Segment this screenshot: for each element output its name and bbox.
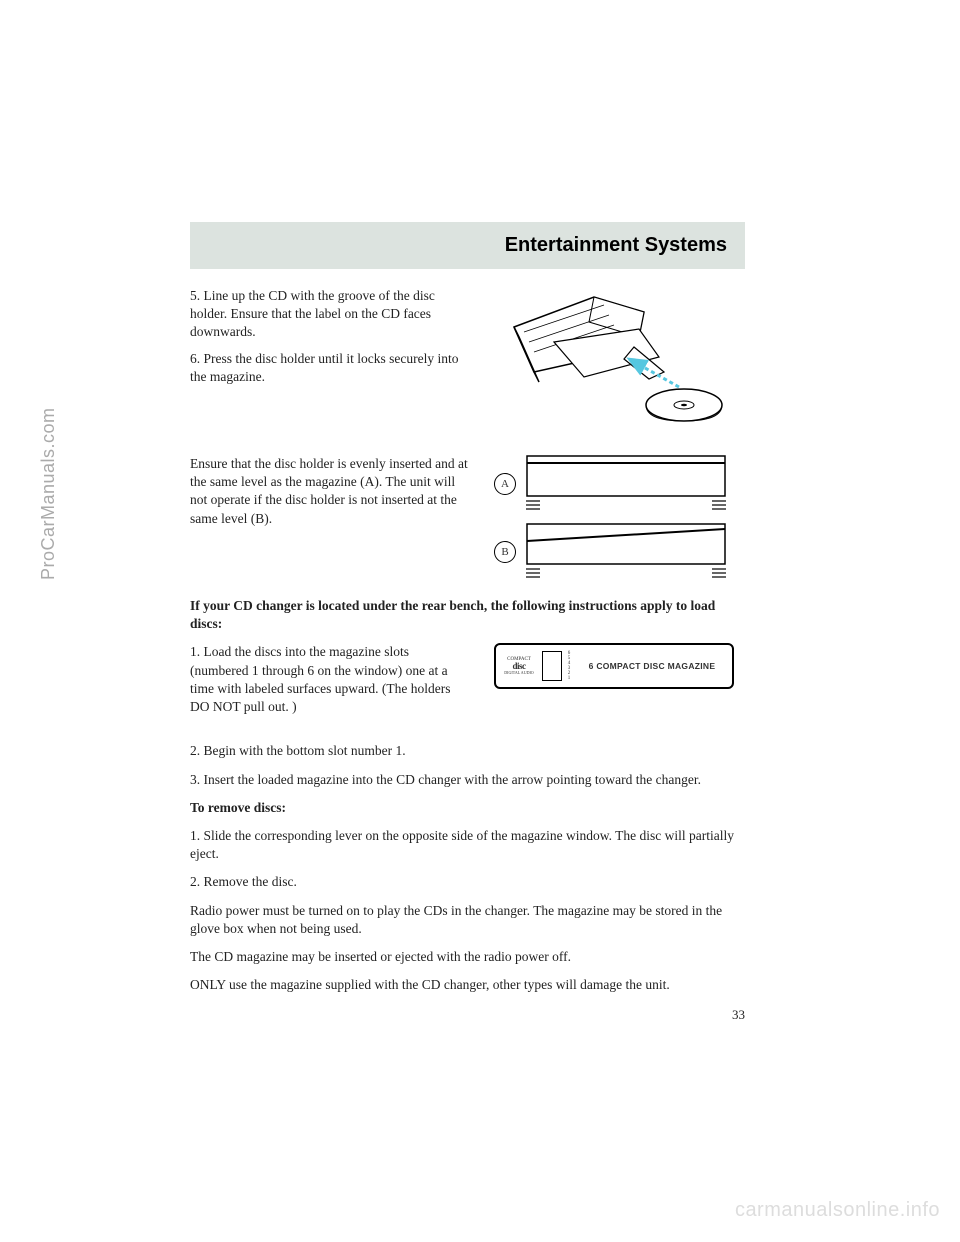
load-step-2: 2. Begin with the bottom slot number 1. <box>190 742 745 760</box>
section-magazine: 1. Load the discs into the magazine slot… <box>190 643 745 724</box>
radio-power-note: Radio power must be turned on to play th… <box>190 902 745 938</box>
text-block: Ensure that the disc holder is evenly in… <box>190 455 470 579</box>
section-level: Ensure that the disc holder is evenly in… <box>190 455 745 579</box>
label-B: B <box>494 541 516 563</box>
magazine-title: 6 COMPACT DISC MAGAZINE <box>576 661 728 671</box>
slot-A-svg <box>526 455 726 511</box>
section-cd-load: 5. Line up the CD with the groove of the… <box>190 287 745 437</box>
label-A: A <box>494 473 516 495</box>
watermark: carmanualsonline.info <box>735 1199 940 1222</box>
load-step-1: 1. Load the discs into the magazine slot… <box>190 643 470 716</box>
page-content: Entertainment Systems 5. Line up the CD … <box>190 222 745 1023</box>
only-use-note: ONLY use the magazine supplied with the … <box>190 976 745 994</box>
level-diagrams: A B <box>494 455 745 579</box>
remove-step-1: 1. Slide the corresponding lever on the … <box>190 827 745 863</box>
compact-disc-logo: COMPACT disc DIGITAL AUDIO <box>500 657 538 676</box>
load-step-3: 3. Insert the loaded magazine into the C… <box>190 771 745 789</box>
logo-bottom: DIGITAL AUDIO <box>504 670 533 675</box>
rear-bench-heading: If your CD changer is located under the … <box>190 597 745 633</box>
magazine-window <box>542 651 562 681</box>
cd-holder-diagram <box>494 287 745 437</box>
step-6: 6. Press the disc holder until it locks … <box>190 350 470 386</box>
page-number: 33 <box>190 1007 745 1023</box>
diagram-B: B <box>494 523 745 579</box>
sidebar-brand: ProCarManuals.com <box>38 407 59 580</box>
text-block: 1. Load the discs into the magazine slot… <box>190 643 470 724</box>
remove-step-2: 2. Remove the disc. <box>190 873 745 891</box>
eject-note: The CD magazine may be inserted or eject… <box>190 948 745 966</box>
text-block: 5. Line up the CD with the groove of the… <box>190 287 470 437</box>
level-text: Ensure that the disc holder is evenly in… <box>190 455 470 528</box>
step-5: 5. Line up the CD with the groove of the… <box>190 287 470 342</box>
remove-heading: To remove discs: <box>190 799 745 817</box>
slot-B-svg <box>526 523 726 579</box>
cd-holder-svg <box>494 287 724 437</box>
magazine-box: COMPACT disc DIGITAL AUDIO 1 2 3 4 5 6 6… <box>494 643 734 689</box>
magazine-diagram: COMPACT disc DIGITAL AUDIO 1 2 3 4 5 6 6… <box>494 643 745 724</box>
diagram-A: A <box>494 455 745 511</box>
section-header: Entertainment Systems <box>190 222 745 269</box>
header-title: Entertainment Systems <box>505 234 727 256</box>
magazine-numbers: 1 2 3 4 5 6 <box>566 651 572 681</box>
num-1: 1 <box>566 676 572 681</box>
